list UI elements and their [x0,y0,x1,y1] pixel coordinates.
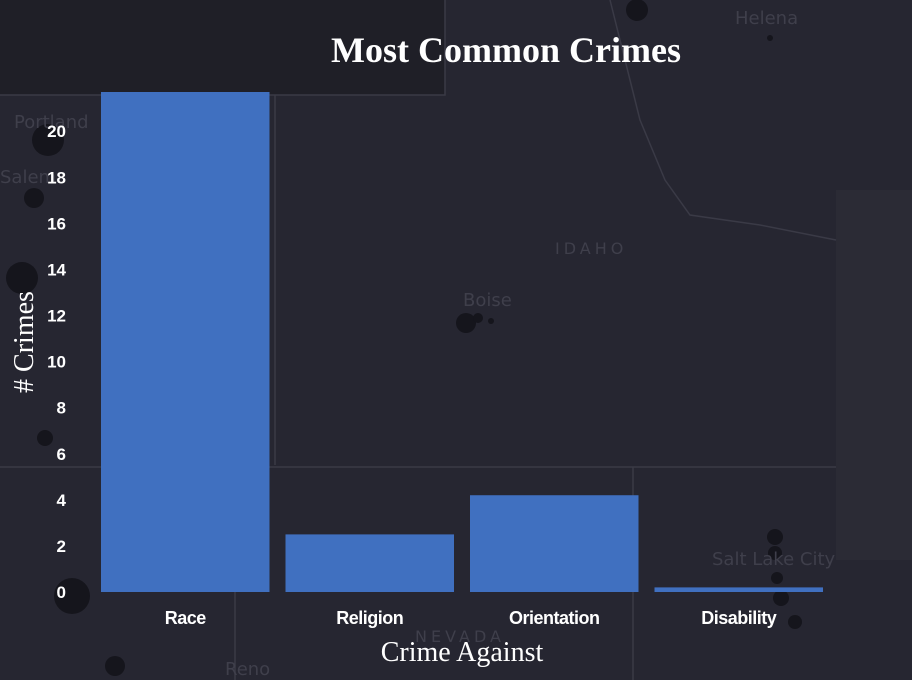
map-label-nevada: NEVADA [415,627,505,646]
y-tick-label: 4 [57,491,67,510]
map-city-dot [32,124,64,156]
map-city-dot [767,529,783,545]
map-city-dot [37,430,53,446]
map-region [836,190,912,560]
y-axis-ticks: 0 2 4 6 8 10 12 14 16 18 20 [47,122,66,602]
map-city-dot [773,590,789,606]
bar-race [101,92,270,592]
bars-group [101,92,823,592]
chart-title: Most Common Crimes [331,30,681,70]
y-tick-label: 16 [47,214,66,233]
y-tick-label: 2 [57,537,66,556]
map-city-dot [768,546,782,560]
map-label-salem: Salem [0,167,56,188]
x-axis-label: Crime Against [381,637,544,668]
map-city-dot [626,0,648,21]
y-tick-label: 10 [47,353,66,372]
x-tick-label: Religion [336,608,403,628]
y-tick-label: 14 [47,260,66,279]
y-tick-label: 18 [47,168,66,187]
map-label-boise: Boise [463,290,512,311]
map-city-dot [54,578,90,614]
map-region [0,0,445,95]
map-label-idaho: IDAHO [555,239,627,258]
map-city-dot [456,313,476,333]
map-label-portland: Portland [14,112,89,133]
x-tick-label: Race [165,608,207,628]
y-axis-label: # Crimes [9,291,40,393]
map-label-reno: Reno [225,659,270,680]
map-city-dot [6,262,38,294]
map-city-dot [473,313,483,323]
x-axis-ticks: Race Religion Orientation Disability [165,608,778,628]
map-city-dot [788,615,802,629]
x-tick-label: Disability [701,608,777,628]
bar-disability [654,587,823,592]
map-border [609,0,837,241]
x-tick-label: Orientation [509,608,600,628]
map-city-dot [771,572,783,584]
y-tick-label: 6 [57,445,66,464]
bar-religion [285,534,454,592]
map-city-dot [24,188,44,208]
map-city-dot [488,318,494,324]
y-tick-label: 8 [57,399,66,418]
map-city-dot [105,656,125,676]
map-label-helena: Helena [735,8,798,29]
y-tick-label: 20 [47,122,66,141]
bar-orientation [470,495,639,592]
y-tick-label: 12 [47,307,66,326]
map-city-dot [767,35,773,41]
map-label-salt-lake-city: Salt Lake City [712,549,836,570]
y-tick-label: 0 [57,583,66,602]
